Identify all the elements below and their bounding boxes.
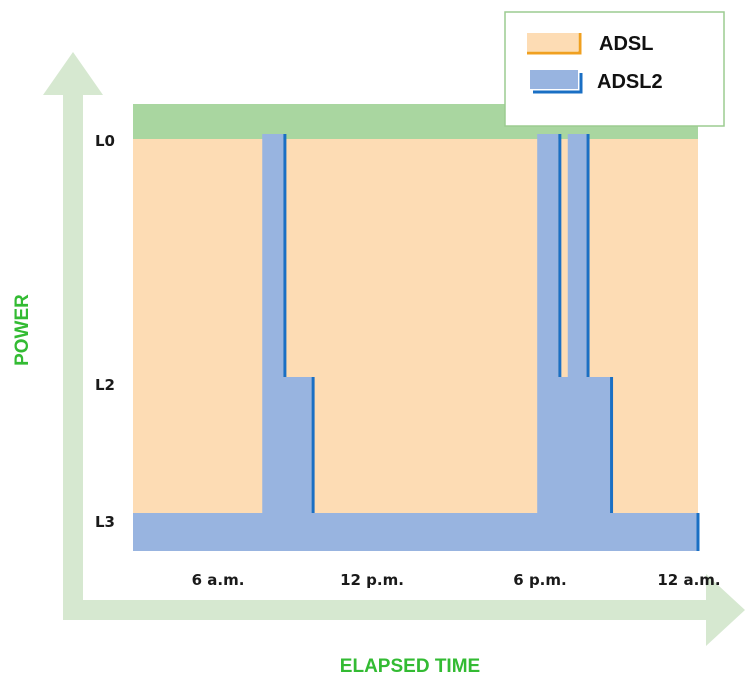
adsl2-series [133,134,700,551]
y-ticks: L0 L2 L3 [95,132,115,531]
y-tick-l3: L3 [95,513,115,531]
adsl2-area [133,134,697,551]
x-tick-12am: 12 a.m. [657,571,720,589]
y-tick-l0: L0 [95,132,115,150]
x-axis-title: ELAPSED TIME [340,656,480,677]
y-axis-title: POWER [12,294,33,366]
x-tick-6am: 6 a.m. [192,571,245,589]
adsl-area [133,139,698,551]
x-tick-6pm: 6 p.m. [513,571,566,589]
legend-label-adsl: ADSL [599,33,653,55]
legend-swatch-adsl2-edge [533,73,583,94]
legend-swatch-adsl-edge [527,33,582,55]
legend-swatch-adsl [527,33,578,51]
x-tick-12pm: 12 p.m. [340,571,404,589]
axis-arrows [43,52,745,646]
y-tick-l2: L2 [95,376,115,394]
x-axis-arrow [63,574,745,646]
legend: ADSL ADSL2 [504,11,725,127]
y-axis-arrow [43,52,103,608]
legend-swatch-adsl2 [530,70,578,89]
legend-box [504,11,725,127]
x-ticks: 6 a.m. 12 p.m. 6 p.m. 12 a.m. [192,571,721,589]
legend-label-adsl2: ADSL2 [597,71,663,93]
